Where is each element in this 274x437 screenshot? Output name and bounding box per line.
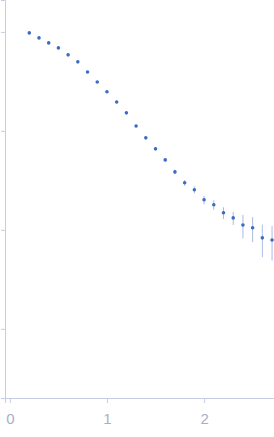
- point: [144, 136, 148, 140]
- plot: 0 1 2: [1, 1, 274, 427]
- error-bar: [272, 226, 273, 260]
- point: [261, 236, 265, 240]
- point: [251, 226, 255, 230]
- x-tick-mark: [107, 398, 108, 403]
- point: [27, 31, 31, 35]
- point: [212, 203, 216, 207]
- point: [37, 36, 41, 40]
- error-bar: [252, 217, 253, 242]
- point: [163, 158, 167, 162]
- y-tick: [1, 32, 5, 33]
- y-tick-mark: [1, 32, 5, 33]
- point: [57, 46, 61, 50]
- point: [115, 100, 119, 104]
- data-layer: [27, 31, 273, 260]
- y-tick-mark: [1, 131, 5, 132]
- y-tick: [1, 131, 5, 132]
- point: [231, 216, 235, 220]
- y-tick: [1, 329, 5, 330]
- x-tick-label: 1: [103, 410, 111, 427]
- point: [47, 41, 51, 45]
- x-tick-label: 0: [6, 410, 14, 427]
- point: [134, 124, 138, 128]
- x-axis: 0 1 2: [6, 398, 274, 427]
- point: [202, 198, 206, 202]
- y-tick-mark: [1, 329, 5, 330]
- point: [105, 90, 109, 94]
- x-tick: 0: [6, 398, 14, 427]
- point: [154, 147, 158, 151]
- point: [222, 211, 226, 215]
- point: [173, 170, 177, 174]
- y-tick-mark: [1, 230, 5, 231]
- point: [125, 111, 129, 115]
- y-tick: [1, 230, 5, 231]
- point: [95, 80, 99, 84]
- y-axis-line: [1, 1, 6, 399]
- point: [183, 181, 187, 185]
- x-tick-mark: [10, 398, 11, 403]
- y-axis: [1, 1, 6, 399]
- point: [193, 188, 197, 192]
- point: [76, 60, 80, 64]
- x-tick: 1: [103, 398, 111, 427]
- point: [86, 70, 90, 74]
- point: [66, 53, 70, 57]
- point: [241, 223, 245, 227]
- x-tick: 2: [200, 398, 208, 427]
- x-axis-line: [6, 399, 274, 404]
- error-bar: [262, 225, 263, 258]
- point: [270, 238, 274, 242]
- chart: 0 1 2: [0, 0, 274, 437]
- x-tick-mark: [204, 398, 205, 403]
- x-tick-label: 2: [200, 410, 208, 427]
